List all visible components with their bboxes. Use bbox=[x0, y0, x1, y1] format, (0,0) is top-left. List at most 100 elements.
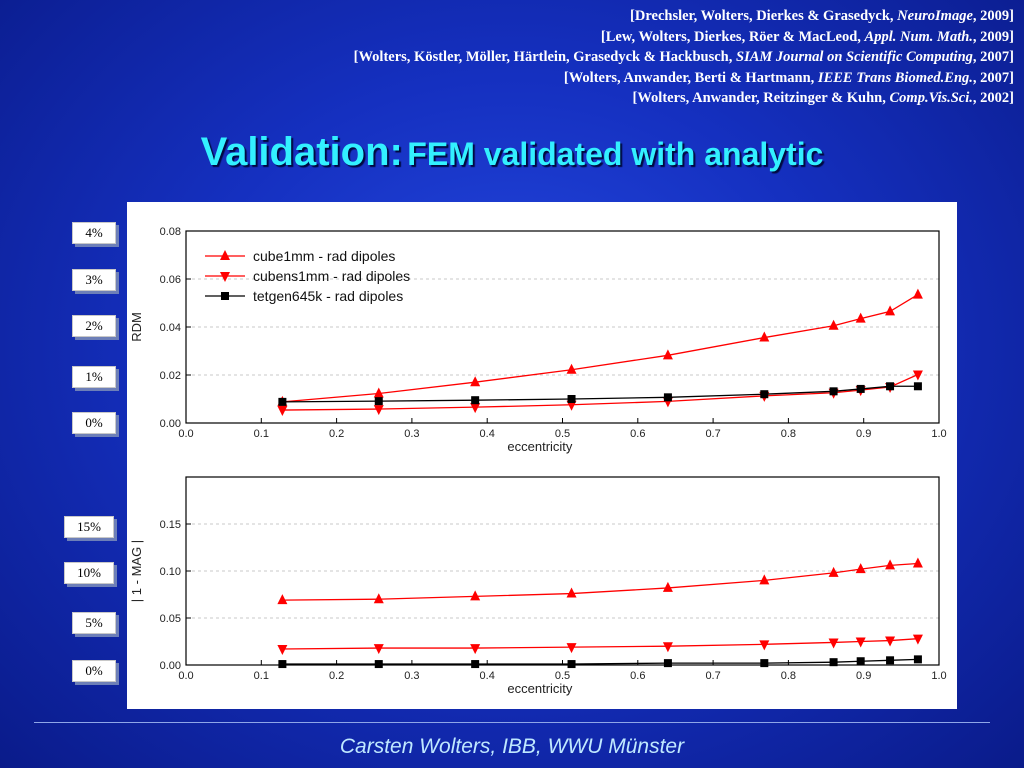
data-point bbox=[912, 370, 923, 381]
y-tick-label: 0.10 bbox=[160, 566, 181, 578]
x-tick-label: 0.0 bbox=[178, 428, 193, 440]
x-tick-label: 0.9 bbox=[856, 428, 871, 440]
y-axis-label: RDM bbox=[129, 312, 144, 342]
x-tick-label: 0.7 bbox=[705, 670, 720, 682]
x-tick-label: 0.3 bbox=[404, 428, 419, 440]
x-tick-label: 0.1 bbox=[254, 428, 269, 440]
title-main: Validation: bbox=[200, 130, 403, 174]
data-point bbox=[663, 393, 672, 402]
percent-label-top: 0% bbox=[72, 412, 116, 434]
data-point bbox=[855, 563, 866, 574]
x-tick-label: 0.5 bbox=[555, 670, 570, 682]
data-point bbox=[471, 396, 480, 405]
data-point bbox=[470, 590, 481, 601]
x-tick-label: 0.6 bbox=[630, 670, 645, 682]
data-point bbox=[277, 406, 288, 417]
series-line bbox=[282, 385, 918, 403]
y-tick-label: 0.04 bbox=[160, 322, 181, 334]
reference-year: , 2007] bbox=[972, 69, 1014, 86]
reference-line: [Drechsler, Wolters, Dierkes & Grasedyck… bbox=[114, 6, 1014, 27]
footer-divider bbox=[34, 722, 990, 723]
data-point bbox=[855, 312, 866, 323]
data-point bbox=[471, 660, 480, 669]
legend-marker bbox=[220, 250, 230, 260]
x-tick-label: 0.1 bbox=[254, 670, 269, 682]
data-point bbox=[855, 637, 866, 648]
legend-label: cubens1mm - rad dipoles bbox=[253, 268, 410, 284]
y-tick-label: 0.06 bbox=[160, 274, 181, 286]
y-axis-label: | 1 - MAG | bbox=[129, 540, 144, 602]
data-point bbox=[662, 642, 673, 653]
reference-authors: [Wolters, Anwander, Berti & Hartmann, bbox=[563, 69, 818, 86]
x-axis-label: eccentricity bbox=[507, 681, 573, 696]
data-point bbox=[913, 655, 922, 664]
reference-journal: IEEE Trans Biomed.Eng. bbox=[817, 69, 973, 86]
percent-label-bottom: 0% bbox=[72, 660, 116, 682]
percent-label-bottom: 15% bbox=[64, 516, 114, 538]
plot-frame bbox=[185, 476, 940, 666]
data-point bbox=[278, 397, 287, 406]
reference-authors: [Drechsler, Wolters, Dierkes & Grasedyck… bbox=[630, 8, 898, 24]
reference-line: [Wolters, Anwander, Reitzinger & Kuhn, C… bbox=[114, 88, 1014, 109]
legend-label: cube1mm - rad dipoles bbox=[253, 248, 395, 264]
reference-line: [Wolters, Köstler, Möller, Härtlein, Gra… bbox=[114, 47, 1014, 68]
reference-year: , 2009] bbox=[972, 28, 1014, 45]
y-tick-label: 0.02 bbox=[160, 370, 181, 382]
references: [Drechsler, Wolters, Dierkes & Grasedyck… bbox=[114, 6, 1014, 109]
x-tick-label: 0.5 bbox=[555, 428, 570, 440]
data-point bbox=[278, 660, 287, 669]
y-tick-label: 0.00 bbox=[160, 660, 181, 672]
data-point bbox=[912, 634, 923, 645]
data-point bbox=[373, 593, 384, 604]
data-point bbox=[760, 659, 769, 668]
data-point bbox=[662, 581, 673, 592]
y-tick-label: 0.00 bbox=[160, 418, 181, 430]
data-point bbox=[373, 644, 384, 655]
footer-author: Carsten Wolters, IBB, WWU Münster bbox=[339, 735, 685, 758]
data-point bbox=[912, 288, 923, 299]
legend-marker bbox=[220, 272, 230, 282]
x-tick-label: 0.2 bbox=[329, 670, 344, 682]
x-tick-label: 0.9 bbox=[856, 670, 871, 682]
data-point bbox=[373, 405, 384, 416]
data-point bbox=[663, 659, 672, 668]
data-point bbox=[277, 594, 288, 605]
x-tick-label: 0.8 bbox=[781, 670, 796, 682]
reference-year: , 2009] bbox=[972, 8, 1014, 24]
series-line bbox=[282, 373, 919, 411]
legend-marker bbox=[221, 292, 229, 300]
data-point bbox=[567, 395, 576, 403]
x-tick-label: 0.4 bbox=[480, 670, 495, 682]
reference-year: , 2007] bbox=[972, 49, 1014, 65]
slide-title: Validation: FEM validated with analytic bbox=[0, 130, 1024, 175]
data-point bbox=[470, 403, 481, 414]
data-point bbox=[759, 331, 770, 342]
reference-year: , 2002] bbox=[972, 90, 1014, 106]
data-point bbox=[912, 557, 923, 568]
series-line bbox=[282, 638, 918, 650]
y-tick-label: 0.08 bbox=[160, 226, 181, 238]
x-tick-label: 0.2 bbox=[329, 428, 344, 440]
percent-label-top: 1% bbox=[72, 366, 116, 388]
data-point bbox=[566, 587, 577, 598]
x-tick-label: 0.7 bbox=[705, 428, 720, 440]
series-line bbox=[282, 658, 918, 665]
chart-panel: 0.00 0.02 0.04 0.06 0.08 0.0 0.1 0.2 0.3 0.4 0.5 0.… bbox=[127, 202, 957, 709]
data-point bbox=[828, 319, 839, 330]
data-point bbox=[373, 387, 384, 398]
data-point bbox=[885, 305, 896, 316]
data-point bbox=[662, 349, 673, 360]
reference-authors: [Wolters, Köstler, Möller, Härtlein, Gra… bbox=[353, 49, 736, 65]
reference-line: [Wolters, Anwander, Berti & Hartmann, IE… bbox=[114, 68, 1014, 89]
x-tick-label: 0.4 bbox=[480, 428, 495, 440]
data-point bbox=[760, 390, 769, 399]
data-point bbox=[470, 376, 481, 387]
data-point bbox=[829, 658, 838, 667]
data-point bbox=[566, 643, 577, 654]
reference-journal: SIAM Journal on Scientific Computing bbox=[736, 49, 973, 65]
series-line bbox=[282, 562, 918, 601]
reference-journal: Appl. Num. Math. bbox=[864, 28, 973, 45]
title-sub: FEM validated with analytic bbox=[407, 136, 824, 172]
reference-journal: NeuroImage bbox=[897, 8, 973, 24]
reference-journal: Comp.Vis.Sci. bbox=[889, 90, 973, 106]
